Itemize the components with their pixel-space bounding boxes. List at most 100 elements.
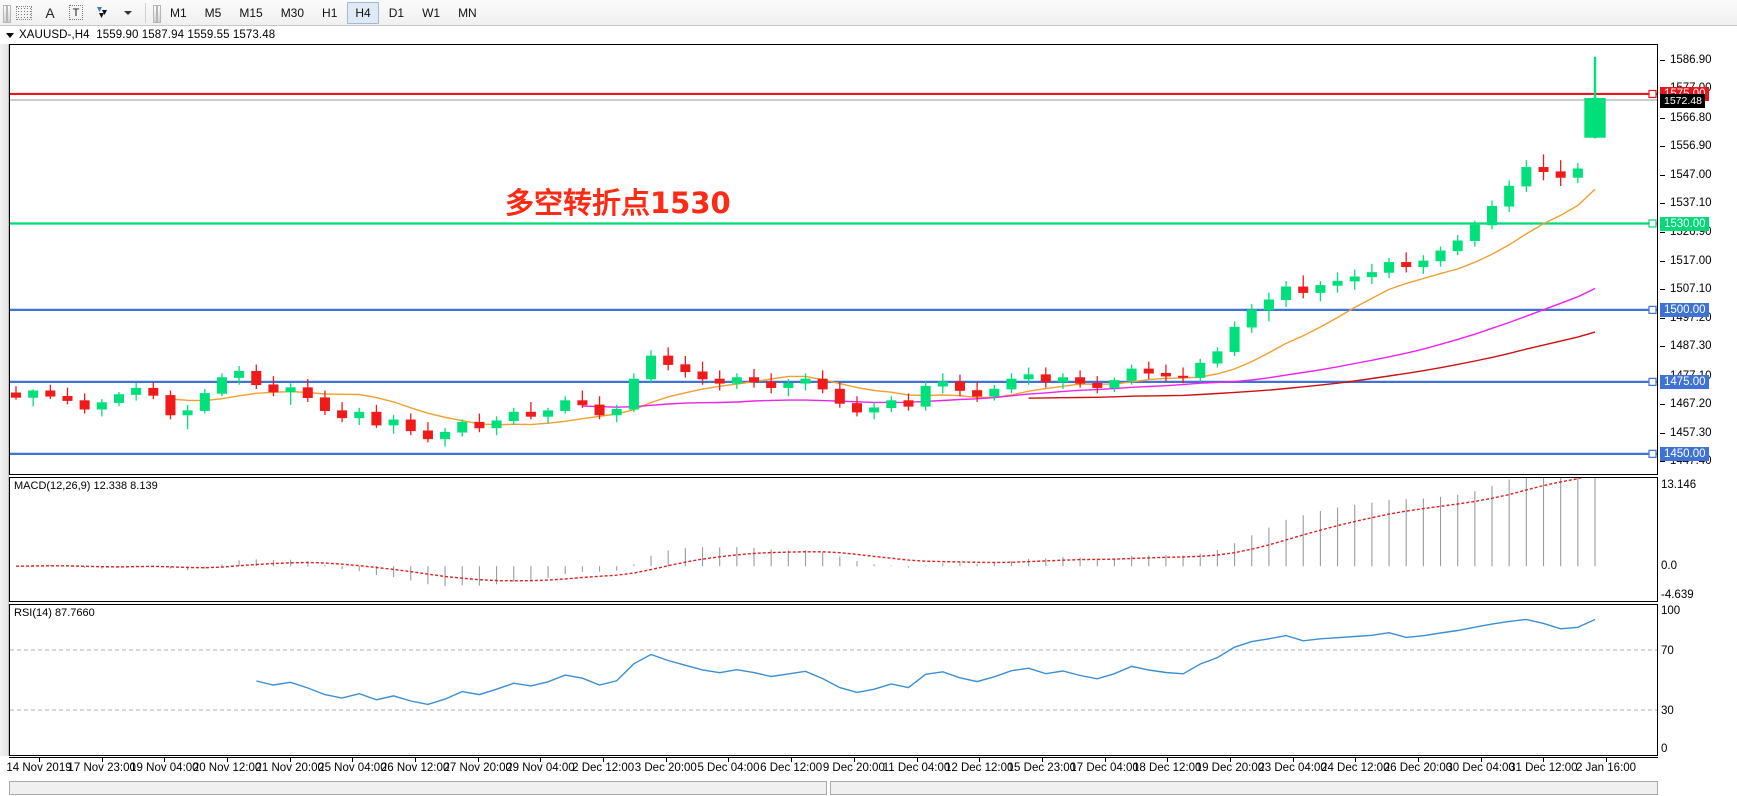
price-plot	[10, 45, 1657, 474]
price-tick-label: 1487.30	[1659, 340, 1712, 352]
timeframe-bar: M1 M5 M15 M30 H1 H4 D1 W1 MN	[161, 1, 486, 24]
time-tick-mark	[1229, 758, 1231, 762]
horizontal-scrollbar-right[interactable]	[830, 781, 1658, 795]
price-chart-pane[interactable]: 多空转折点1530	[9, 44, 1658, 475]
time-tick-mark	[227, 758, 229, 762]
text-label-tool-icon[interactable]: T	[64, 2, 88, 24]
price-axis[interactable]: 1586.901577.001566.801556.901547.001537.…	[1659, 44, 1737, 475]
time-tick-mark	[1417, 758, 1419, 762]
macd-plot	[10, 478, 1657, 601]
rsi-tick-label: 0	[1661, 743, 1668, 755]
chevron-down-icon	[124, 10, 132, 15]
time-tick-label: 14 Nov 2019	[6, 762, 72, 774]
price-tick-label: 1547.00	[1659, 169, 1712, 181]
rsi-pane[interactable]: RSI(14) 87.7660	[9, 604, 1658, 756]
macd-tick-label: 0.0	[1661, 560, 1677, 573]
time-tick-mark	[1167, 758, 1169, 762]
time-tick-label: 19 Nov 04:00	[130, 762, 199, 774]
time-tick-label: 17 Nov 23:00	[67, 762, 136, 774]
price-level-tag-1475.00[interactable]: 1475.00	[1660, 374, 1709, 389]
time-tick-mark	[1355, 758, 1357, 762]
price-level-tag-1530.00[interactable]: 1530.00	[1660, 216, 1709, 231]
macd-pane[interactable]: MACD(12,26,9) 12.338 8.139	[9, 477, 1658, 602]
macd-axis[interactable]: 13.146 0.0 -4.639	[1659, 477, 1737, 602]
vertical-scroll-strip[interactable]	[0, 44, 9, 756]
time-tick-mark	[665, 758, 667, 762]
time-tick-mark	[791, 758, 793, 762]
rsi-axis[interactable]: 100 70 30 0	[1659, 604, 1737, 756]
timeframe-drag-handle[interactable]	[152, 2, 161, 24]
time-tick-label: 29 Nov 04:00	[506, 762, 575, 774]
macd-tick-label: -4.639	[1661, 589, 1694, 601]
time-tick-mark	[1543, 758, 1545, 762]
time-tick-label: 2 Jan 16:00	[1575, 762, 1637, 774]
time-tick-label: 12 Dec 12:00	[944, 762, 1014, 774]
price-tick-label: 1537.10	[1659, 197, 1712, 209]
price-tick-label: 1566.80	[1659, 112, 1712, 124]
time-tick-label: 15 Dec 23:00	[1007, 762, 1077, 774]
time-tick-mark	[164, 758, 166, 762]
time-tick-label: 20 Nov 12:00	[192, 762, 262, 774]
macd-series	[15, 478, 1596, 586]
time-tick-mark	[979, 758, 981, 762]
price-tick-label: 1556.90	[1659, 140, 1712, 152]
timeframe-button-h1[interactable]: H1	[322, 5, 338, 20]
timeframe-button-m5[interactable]: M5	[204, 5, 222, 20]
time-tick-label: 23 Dec 04:00	[1258, 762, 1327, 774]
indicator-grid-icon[interactable]	[12, 2, 36, 24]
time-tick-label: 19 Dec 20:00	[1195, 762, 1265, 774]
grid-icon	[16, 5, 32, 20]
timeframe-button-d1[interactable]: D1	[388, 5, 405, 20]
letter-t-icon: T	[69, 5, 83, 20]
chart-menu-caret-icon[interactable]	[6, 32, 14, 38]
price-tick-label: 1457.30	[1659, 427, 1712, 439]
main-toolbar: A T M1 M5 M15 M30 H1 H4 D1 W1 MN	[0, 0, 1737, 26]
time-tick-label: 9 Dec 20:00	[822, 762, 885, 774]
price-level-tag-1450.00[interactable]: 1450.00	[1660, 446, 1709, 461]
price-tick-label: 1507.10	[1659, 283, 1712, 295]
time-tick-label: 5 Dec 04:00	[697, 762, 760, 774]
time-tick-label: 6 Dec 12:00	[760, 762, 823, 774]
rsi-series	[10, 618, 1657, 711]
objects-tool-icon[interactable]	[90, 2, 114, 24]
toolbar-drag-handle[interactable]	[2, 2, 11, 24]
symbol-info-bar: XAUUSD-,H4 1559.90 1587.94 1559.55 1573.…	[0, 27, 1737, 43]
timeframe-button-mn[interactable]: MN	[458, 5, 477, 20]
time-tick-mark	[1480, 758, 1482, 762]
macd-tick-label: 13.146	[1661, 478, 1697, 491]
timeframe-button-m30[interactable]: M30	[280, 5, 305, 20]
timeframe-button-m15[interactable]: M15	[239, 5, 263, 20]
timeframe-button-h4[interactable]: H4	[347, 1, 379, 24]
shapes-icon	[97, 7, 107, 18]
time-tick-label: 11 Dec 04:00	[882, 762, 951, 774]
timeframe-button-m1[interactable]: M1	[170, 5, 187, 20]
time-tick-mark	[603, 758, 605, 762]
price-level-tag-1500.00[interactable]: 1500.00	[1660, 302, 1709, 317]
text-tool-icon[interactable]: A	[45, 4, 55, 21]
time-tick-mark	[916, 758, 918, 762]
horizontal-scrollbar-left[interactable]	[9, 781, 827, 795]
time-tick-mark	[728, 758, 730, 762]
price-tick-label: 1517.00	[1659, 255, 1712, 267]
symbol-ohlc-text: XAUUSD-,H4 1559.90 1587.94 1559.55 1573.…	[19, 29, 276, 41]
rsi-label: RSI(14) 87.7660	[14, 607, 95, 619]
time-tick-label: 27 Nov 20:00	[443, 762, 512, 774]
time-axis[interactable]: 14 Nov 2019 17 Nov 23:00 19 Nov 04:00 20 No…	[6, 757, 1658, 778]
rsi-tick-label: 100	[1661, 605, 1681, 617]
time-tick-mark	[39, 758, 40, 762]
time-tick-mark	[853, 758, 855, 762]
chart-annotation-text: 多空转折点1530	[505, 186, 731, 220]
price-level-tag-1572.48[interactable]: 1572.48	[1660, 94, 1705, 109]
time-tick-mark	[352, 758, 354, 762]
time-tick-label: 31 Dec 12:00	[1509, 762, 1578, 774]
objects-dropdown-icon[interactable]	[116, 2, 140, 24]
macd-label: MACD(12,26,9) 12.338 8.139	[14, 480, 158, 492]
time-tick-label: 17 Dec 04:00	[1070, 762, 1139, 774]
price-tick-label: 1586.90	[1659, 54, 1712, 66]
time-tick-mark	[540, 758, 542, 762]
time-tick-label: 18 Dec 12:00	[1133, 762, 1202, 774]
time-tick-label: 26 Dec 20:00	[1383, 762, 1453, 774]
timeframe-button-w1[interactable]: W1	[422, 5, 441, 20]
time-tick-mark	[1041, 758, 1043, 762]
